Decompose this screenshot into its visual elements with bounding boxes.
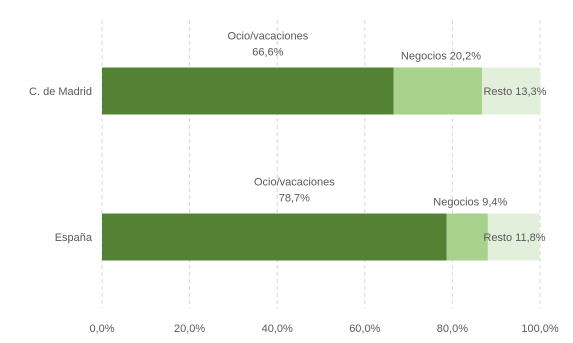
category-labels: C. de Madrid España (29, 86, 93, 244)
bar-segment-2 (482, 67, 541, 115)
x-tick-label: 60,0% (349, 323, 380, 335)
bar-segment-2 (487, 213, 540, 261)
data-label: Negocios 20,2% (401, 51, 481, 63)
data-label: Ocio/vacaciones (254, 177, 335, 189)
category-label: España (55, 232, 93, 244)
x-tick-labels: 0,0% 20,0% 40,0% 60,0% 80,0% 100,0% (89, 323, 558, 335)
bar-segment-1 (393, 67, 483, 115)
bar-segment-1 (446, 213, 488, 261)
data-label: 78,7% (279, 193, 310, 205)
x-tick-label: 80,0% (437, 323, 468, 335)
data-label: Resto 11,8% (483, 232, 545, 244)
x-tick-label: 40,0% (262, 323, 293, 335)
data-labels: Ocio/vacaciones 66,6% Negocios 20,2% Resto … (227, 31, 546, 245)
data-label: 66,6% (252, 47, 283, 59)
gridlines (101, 20, 541, 308)
data-label: Ocio/vacaciones (227, 31, 308, 43)
x-tick-label: 20,0% (174, 323, 205, 335)
category-label: C. de Madrid (29, 86, 92, 98)
x-tick-label: 100,0% (521, 323, 559, 335)
x-tick-label: 0,0% (89, 323, 114, 335)
data-label: Negocios 9,4% (433, 197, 507, 209)
data-label: Resto 13,3% (483, 86, 546, 98)
bar-segment-0 (102, 213, 447, 261)
bar-segment-0 (102, 67, 394, 115)
bars (102, 67, 541, 261)
